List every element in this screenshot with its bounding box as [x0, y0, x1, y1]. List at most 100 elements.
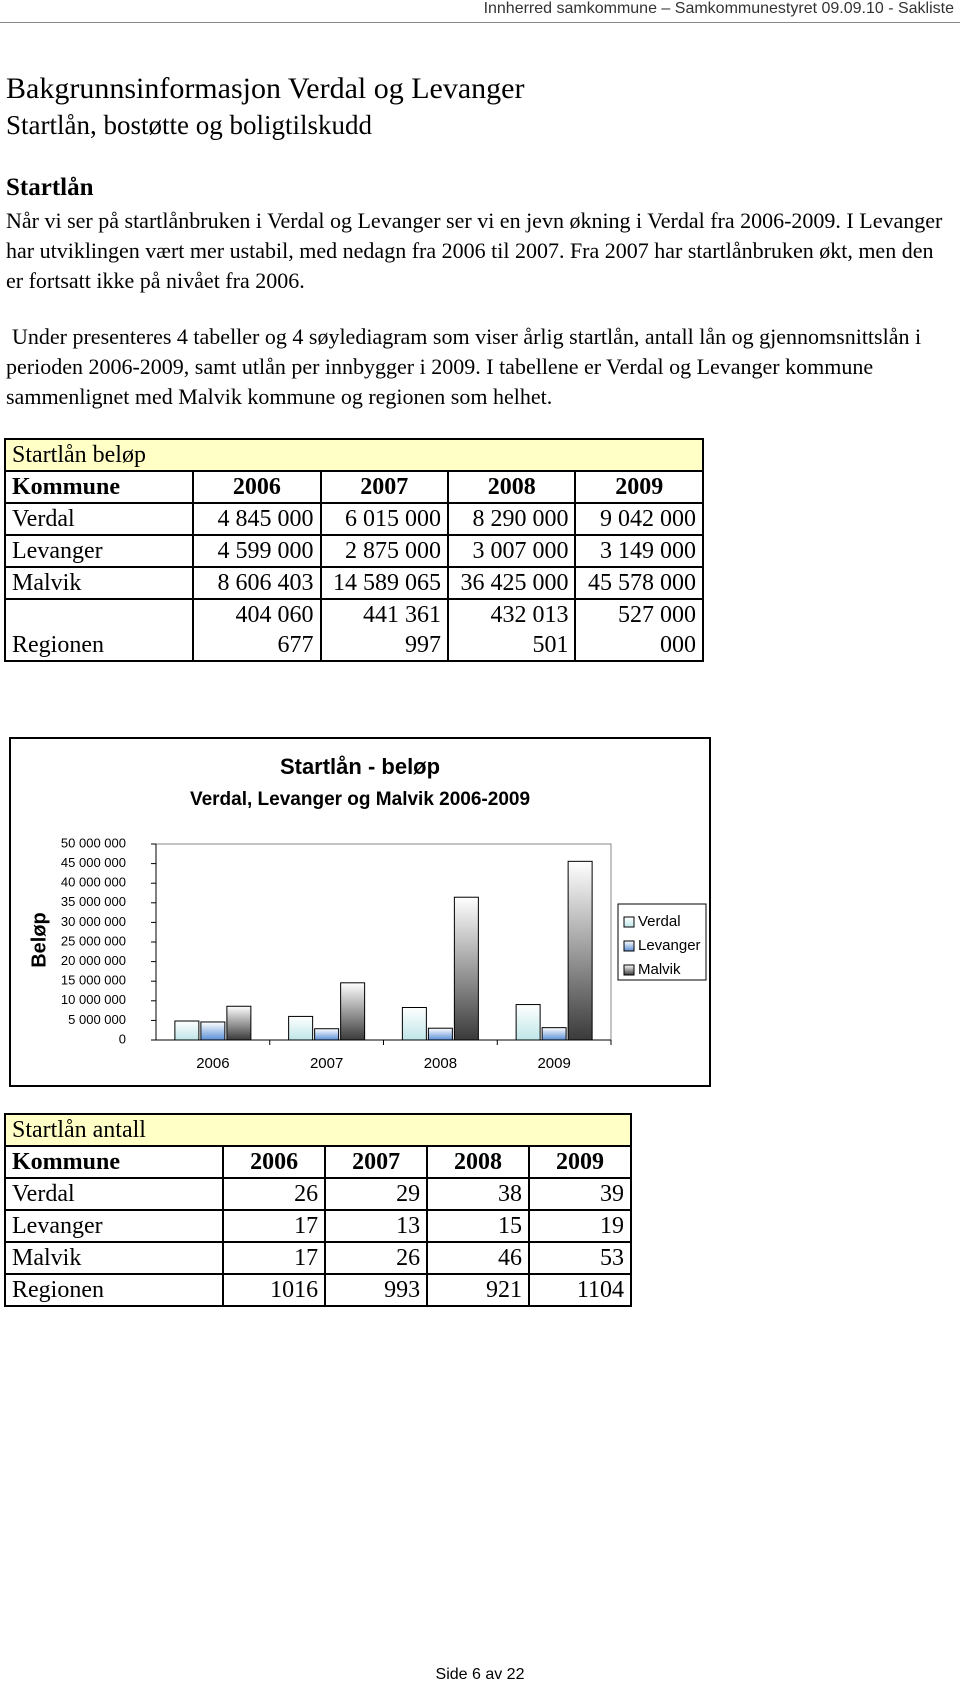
table-cell: 3 007 000: [447, 534, 577, 568]
header-row: Kommune 2006 2007 2008 2009: [3, 470, 704, 504]
y-tick-label: 35 000 000: [61, 894, 126, 909]
table-cell: 8 290 000: [447, 502, 577, 536]
table-cell: 29: [324, 1177, 429, 1211]
table-cell: 17: [222, 1241, 327, 1275]
column-header: 2008: [426, 1145, 531, 1179]
bar: [453, 896, 479, 1041]
legend-swatch: [623, 940, 635, 952]
bar: [567, 860, 593, 1041]
table-cell: 4 845 000: [192, 502, 322, 536]
x-tick-label: 2007: [310, 1055, 343, 1072]
table-cell: 17: [222, 1209, 327, 1243]
table-row: Regionen 404 060 677 441 361 997 432 013 50…: [3, 598, 704, 662]
table-row: Verdal 26 29 38 39: [3, 1177, 632, 1211]
table-cell: 19: [528, 1209, 632, 1243]
table-cell: 8 606 403: [192, 566, 322, 600]
y-tick-label: 25 000 000: [61, 933, 126, 948]
table-cell: 38: [426, 1177, 531, 1211]
table-cell: 441 361 997: [319, 598, 450, 662]
table-cell: 404 060 677: [192, 598, 322, 662]
title: Bakgrunnsinformasjon Verdal og Levanger: [6, 72, 525, 105]
chart-subtitle: Verdal, Levanger og Malvik 2006-2009: [190, 789, 530, 810]
chart: Startlån - beløp Verdal, Levanger og Mal…: [9, 737, 711, 1087]
table-cell: 1104: [528, 1273, 632, 1307]
page-header: Innherred samkommune – Samkommunestyret …: [483, 0, 954, 17]
column-header: 2006: [192, 470, 322, 504]
table-cell: 527 000 000: [574, 598, 704, 662]
y-tick-label: 0: [119, 1031, 126, 1046]
paragraph: Under presenteres 4 tabeller og 4 søyled…: [6, 324, 922, 409]
table-cell: 45 578 000: [574, 566, 704, 600]
table-cell: 1016: [222, 1273, 327, 1307]
section-heading: Startlån: [6, 174, 94, 201]
table-cell: 993: [324, 1273, 429, 1307]
y-tick-label: 30 000 000: [61, 914, 126, 929]
bar: [174, 1020, 200, 1041]
header-rule: [0, 22, 960, 23]
row-label: Malvik: [3, 566, 195, 600]
x-tick-label: 2009: [537, 1055, 570, 1072]
legend-label: Levanger: [638, 937, 701, 954]
table-cell: 53: [528, 1241, 632, 1275]
header-row: Kommune 2006 2007 2008 2009: [3, 1145, 632, 1179]
table-cell: 6 015 000: [319, 502, 450, 536]
table-row: Levanger 17 13 15 19: [3, 1209, 632, 1243]
table-cell: 3 149 000: [574, 534, 704, 568]
caption-row: Startlån antall: [4, 1113, 632, 1147]
row-label: Verdal: [3, 502, 195, 536]
table-cell: 26: [222, 1177, 327, 1211]
legend-swatch: [623, 916, 635, 928]
table-caption: Startlån beløp: [4, 438, 704, 472]
y-tick-label: 15 000 000: [61, 973, 126, 988]
table-cell: 46: [426, 1241, 531, 1275]
column-header: 2007: [319, 470, 450, 504]
bar: [541, 1027, 567, 1041]
table-cell: 432 013 501: [447, 598, 577, 662]
table-cell: 15: [426, 1209, 531, 1243]
chart-title: Startlån - beløp: [280, 754, 440, 779]
table-cell: 921: [426, 1273, 531, 1307]
y-tick-label: 10 000 000: [61, 992, 126, 1007]
y-axis-label: Beløp: [28, 912, 50, 968]
y-tick-label: 45 000 000: [61, 855, 126, 870]
table-row: Malvik 17 26 46 53: [3, 1241, 632, 1275]
page-footer: Side 6 av 22: [435, 1666, 525, 1683]
x-tick-label: 2006: [196, 1055, 229, 1072]
table-cell: 4 599 000: [192, 534, 322, 568]
row-label: Regionen: [3, 1273, 225, 1307]
column-header: 2009: [528, 1145, 632, 1179]
column-header: 2009: [574, 470, 704, 504]
x-tick-label: 2008: [424, 1055, 457, 1072]
table: Startlån antall Kommune 2006 2007 2008 2009 Ve…: [3, 1113, 632, 1307]
column-header: Kommune: [3, 1145, 225, 1179]
table-cell: 39: [528, 1177, 632, 1211]
caption-row: Startlån beløp: [4, 438, 704, 472]
bar: [340, 982, 366, 1041]
table: Startlån beløp Kommune 2006 2007 2008 2009 Ver…: [3, 438, 704, 662]
row-label: Regionen: [3, 598, 195, 662]
table-cell: 26: [324, 1241, 429, 1275]
y-tick-label: 40 000 000: [61, 875, 126, 890]
bar: [515, 1004, 541, 1041]
y-tick-label: 50 000 000: [61, 835, 126, 850]
paragraph: Når vi ser på startlånbruken i Verdal og…: [6, 208, 943, 293]
bar: [314, 1028, 340, 1041]
bar: [427, 1027, 453, 1041]
legend-label: Malvik: [638, 961, 681, 978]
y-tick-label: 20 000 000: [61, 953, 126, 968]
table-row: Malvik 8 606 403 14 589 065 36 425 000 45 57…: [3, 566, 704, 600]
row-label: Verdal: [3, 1177, 225, 1211]
bar: [200, 1021, 226, 1041]
table-caption: Startlån antall: [4, 1113, 632, 1147]
table-cell: 36 425 000: [447, 566, 577, 600]
y-tick-label: 5 000 000: [68, 1012, 126, 1027]
table-row: Regionen 1016 993 921 1104: [3, 1273, 632, 1307]
row-label: Malvik: [3, 1241, 225, 1275]
table-row: Verdal 4 845 000 6 015 000 8 290 000 9 042 0…: [3, 502, 704, 536]
plot-area: [155, 843, 612, 1041]
table-cell: 9 042 000: [574, 502, 704, 536]
column-header: 2006: [222, 1145, 327, 1179]
table-cell: 13: [324, 1209, 429, 1243]
row-label: Levanger: [3, 1209, 225, 1243]
